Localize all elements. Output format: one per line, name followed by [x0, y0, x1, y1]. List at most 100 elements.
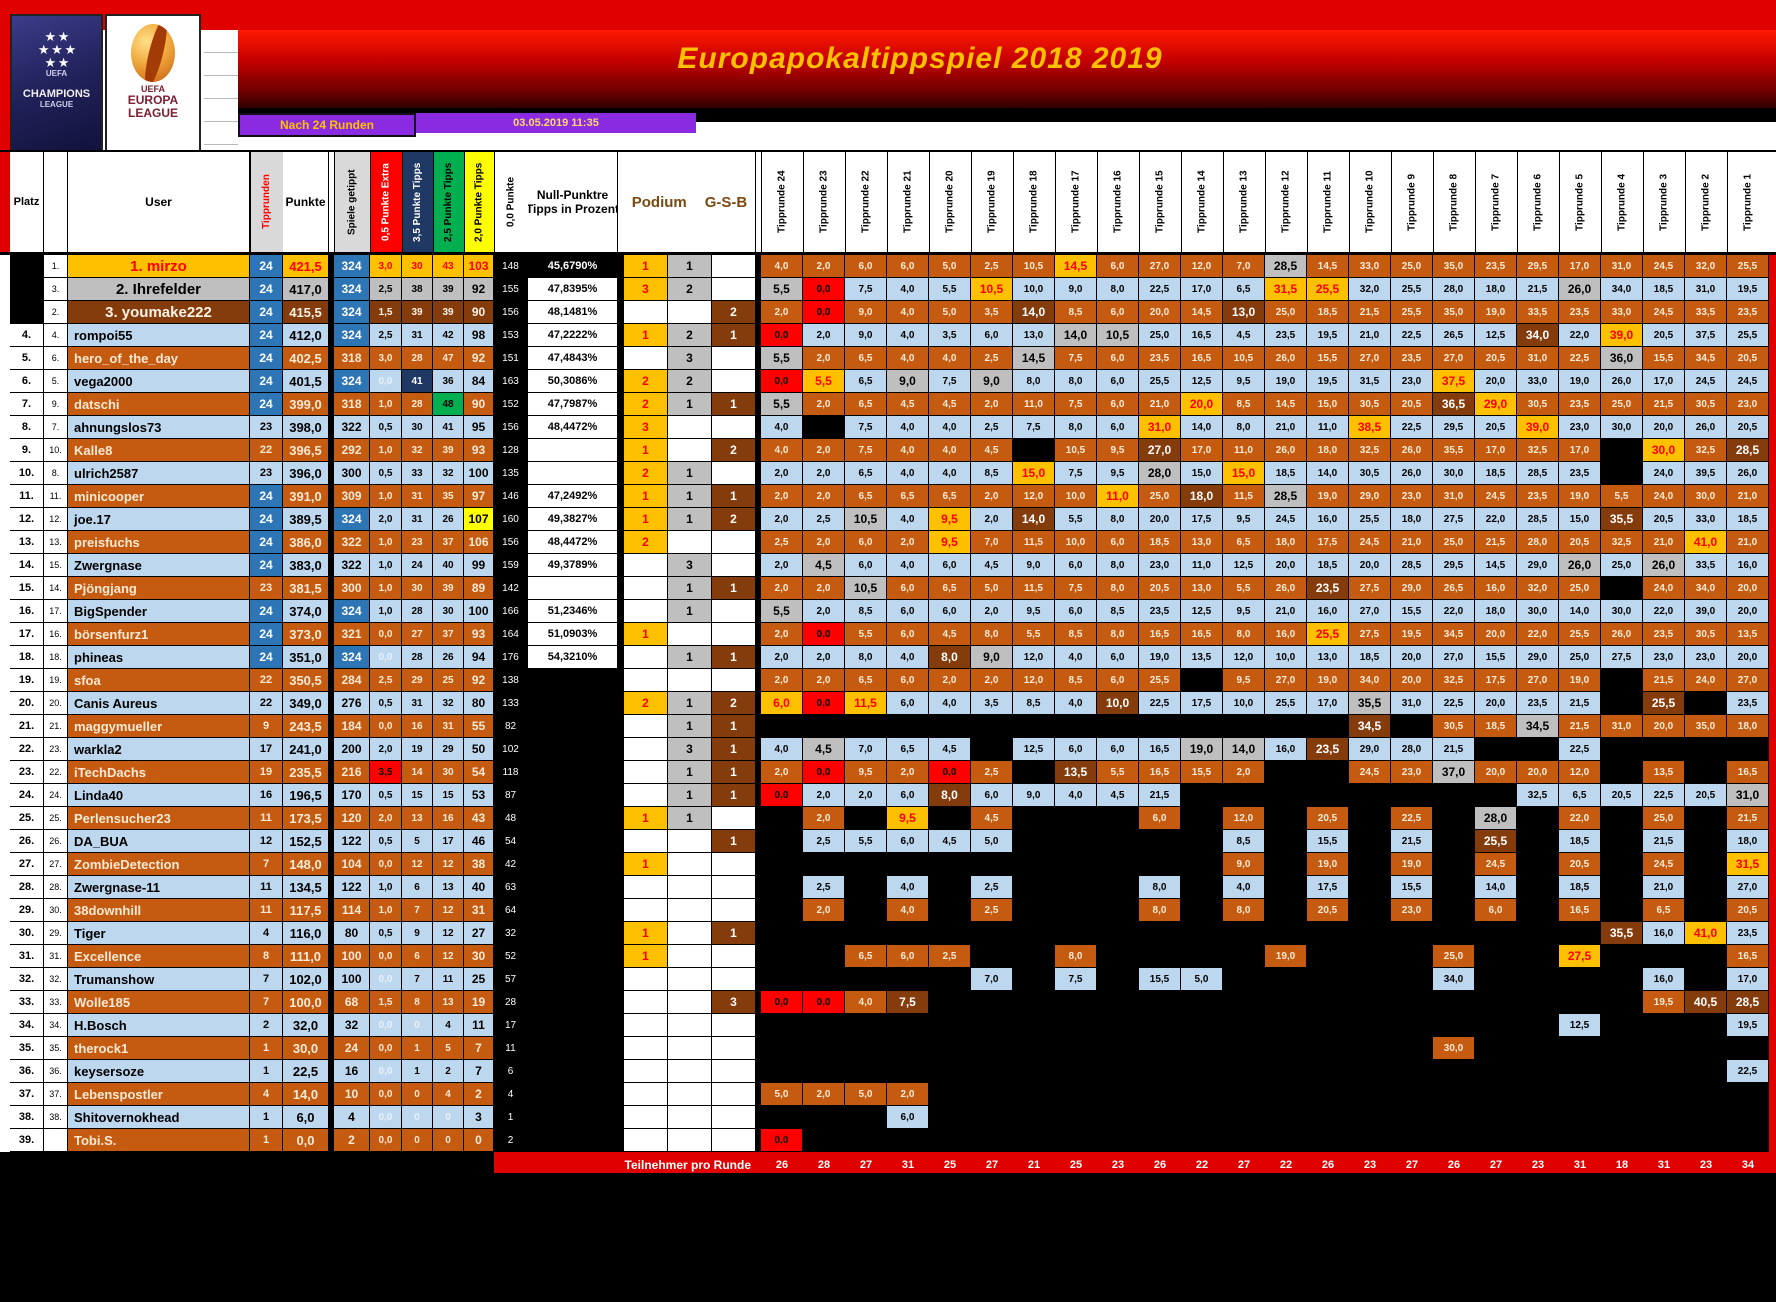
user-cell: phineas	[68, 646, 250, 669]
separator	[329, 370, 334, 393]
tipprunde-17-cell: 10,5	[1055, 439, 1097, 462]
separator	[756, 1106, 761, 1129]
separator	[756, 761, 761, 784]
gold-count-cell: 1	[624, 439, 668, 462]
prev-rank-cell: 33.	[44, 991, 68, 1014]
tipprunde-16-cell: 10,5	[1097, 324, 1139, 347]
tipprunde-23-cell: 2,0	[803, 255, 845, 278]
tipprunde-5-cell: 21,5	[1559, 692, 1601, 715]
punkte-cell: 396,0	[283, 462, 329, 485]
col-header-null-prozent: Null-Punktre Tipps in Prozent	[528, 152, 618, 252]
tipps-25-cell: 42	[433, 324, 464, 347]
tipprunde-24-cell	[761, 1060, 803, 1083]
separator	[329, 623, 334, 646]
tipps-25-cell: 12	[433, 945, 464, 968]
tipprunde-6-cell: 20,0	[1517, 761, 1559, 784]
tipprunde-4-cell	[1601, 738, 1643, 761]
tipprunde-13-cell	[1223, 1129, 1265, 1152]
tipprunde-15-cell: 16,5	[1139, 761, 1181, 784]
silver-count-cell	[668, 968, 712, 991]
spiele-cell: 322	[334, 531, 370, 554]
silver-count-cell	[668, 876, 712, 899]
tipprunde-18-cell	[1013, 853, 1055, 876]
col-header-tipprunde-12: Tipprunde 12	[1265, 152, 1307, 252]
tipprunde-16-cell: 10,0	[1097, 692, 1139, 715]
tipprunde-20-cell: 6,5	[929, 485, 971, 508]
prev-rank-cell: 13.	[44, 531, 68, 554]
tipprunde-12-cell	[1265, 991, 1307, 1014]
tipprunden-cell: 4	[250, 922, 283, 945]
tipprunde-20-cell: 9,5	[929, 531, 971, 554]
gold-count-cell	[624, 1060, 668, 1083]
tipprunde-24-cell	[761, 1037, 803, 1060]
tipprunde-1-cell: 26,0	[1727, 462, 1769, 485]
separator	[756, 347, 761, 370]
right-red-edge	[1769, 416, 1776, 439]
col-header-tipprunde-16: Tipprunde 16	[1097, 152, 1139, 252]
row-margin	[0, 301, 10, 324]
gold-count-cell: 2	[624, 462, 668, 485]
rank-cell: 7.	[10, 393, 44, 416]
tipprunde-9-cell	[1391, 945, 1433, 968]
tipprunde-18-cell	[1013, 1129, 1055, 1152]
tipprunde-24-cell: 5,5	[761, 600, 803, 623]
user-cell: vega2000	[68, 370, 250, 393]
tipprunde-22-cell	[845, 922, 887, 945]
col-header-tipprunde-4: Tipprunde 4	[1601, 152, 1643, 252]
tipprunde-14-cell: 20,0	[1181, 393, 1223, 416]
tipprunde-1-cell: 20,0	[1727, 600, 1769, 623]
right-red-edge	[1769, 1014, 1776, 1037]
tipprunde-10-cell: 27,0	[1349, 347, 1391, 370]
tipprunde-4-cell: 30,0	[1601, 416, 1643, 439]
tipps-20-cell: 54	[464, 761, 494, 784]
punkte-cell: 116,0	[283, 922, 329, 945]
bronze-count-cell: 2	[712, 692, 756, 715]
tipprunde-4-cell: 5,5	[1601, 485, 1643, 508]
tipps-35-cell: 31	[402, 508, 433, 531]
null-punkte-cell: 17	[494, 1014, 528, 1037]
tipprunde-4-cell	[1601, 669, 1643, 692]
tipps-35-cell: 28	[402, 347, 433, 370]
rank-cell: 29.	[10, 899, 44, 922]
punkte-extra-cell: 1,0	[370, 600, 402, 623]
table-row: 18. 18. phineas 24 351,0 324 0,0 28 26 94 176 54,32…	[0, 646, 1776, 669]
gold-count-cell: 3	[624, 278, 668, 301]
tipprunde-9-cell	[1391, 1129, 1433, 1152]
tipprunde-23-cell: 2,5	[803, 876, 845, 899]
tipprunde-15-cell	[1139, 922, 1181, 945]
tipprunde-4-cell: 33,0	[1601, 301, 1643, 324]
prozent-cell: 49,3827%	[528, 508, 618, 531]
tipps-35-cell: 31	[402, 324, 433, 347]
tipprunde-17-cell: 4,0	[1055, 784, 1097, 807]
tipprunde-4-cell: 25,0	[1601, 393, 1643, 416]
tipprunden-cell: 7	[250, 991, 283, 1014]
gold-count-cell: 1	[624, 324, 668, 347]
tipprunde-5-cell: 14,0	[1559, 600, 1601, 623]
tipprunde-9-cell: 29,0	[1391, 577, 1433, 600]
tipprunde-22-cell: 7,5	[845, 439, 887, 462]
right-red-edge	[1769, 853, 1776, 876]
tipprunde-6-cell: 34,5	[1517, 715, 1559, 738]
tipprunde-20-cell	[929, 991, 971, 1014]
right-red-edge	[1769, 347, 1776, 370]
separator	[618, 945, 624, 968]
prozent-cell: 47,8395%	[528, 278, 618, 301]
tipprunde-5-cell: 20,5	[1559, 853, 1601, 876]
tipps-20-cell: 46	[464, 830, 494, 853]
separator	[329, 416, 334, 439]
tipprunde-13-cell	[1223, 1060, 1265, 1083]
gold-count-cell	[624, 968, 668, 991]
tipprunde-15-cell	[1139, 1129, 1181, 1152]
tipprunde-5-cell: 25,0	[1559, 577, 1601, 600]
tipps-20-cell: 2	[464, 1083, 494, 1106]
prev-rank-cell: 30.	[44, 899, 68, 922]
tipps-25-cell: 40	[433, 554, 464, 577]
separator	[329, 968, 334, 991]
tipps-35-cell: 12	[402, 853, 433, 876]
tipprunde-19-cell: 2,5	[971, 899, 1013, 922]
col-header-00-punkte: 0,0 Punkte	[494, 152, 528, 252]
tipprunde-24-cell: 2,0	[761, 646, 803, 669]
table-row: 19. 19. sfoa 22 350,5 284 2,5 29 25 92 138 2,0 2,0 6,…	[0, 669, 1776, 692]
silver-count-cell: 1	[668, 462, 712, 485]
tipprunden-cell: 22	[250, 439, 283, 462]
